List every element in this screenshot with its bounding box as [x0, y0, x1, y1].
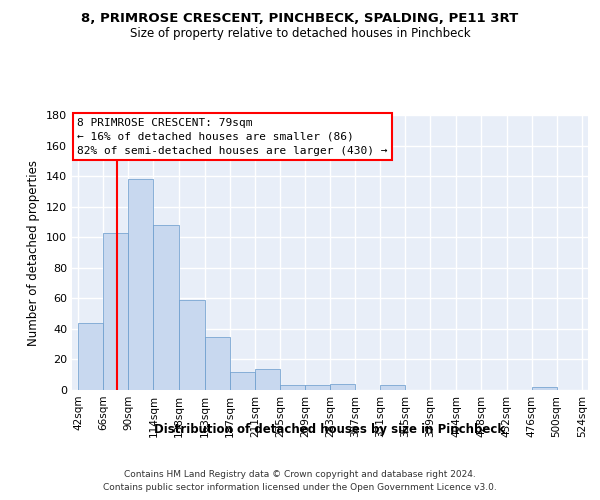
Text: 8 PRIMROSE CRESCENT: 79sqm
← 16% of detached houses are smaller (86)
82% of semi: 8 PRIMROSE CRESCENT: 79sqm ← 16% of deta… — [77, 118, 388, 156]
Y-axis label: Number of detached properties: Number of detached properties — [28, 160, 40, 346]
Bar — [205, 336, 230, 390]
Bar — [255, 368, 280, 390]
Bar — [280, 386, 305, 390]
Bar — [230, 372, 255, 390]
Bar — [305, 386, 330, 390]
Bar — [380, 386, 405, 390]
Bar — [103, 232, 128, 390]
Text: Size of property relative to detached houses in Pinchbeck: Size of property relative to detached ho… — [130, 28, 470, 40]
Text: Distribution of detached houses by size in Pinchbeck: Distribution of detached houses by size … — [154, 422, 506, 436]
Bar — [154, 225, 179, 390]
Bar — [532, 387, 557, 390]
Bar — [78, 323, 103, 390]
Text: Contains HM Land Registry data © Crown copyright and database right 2024.: Contains HM Land Registry data © Crown c… — [124, 470, 476, 479]
Text: Contains public sector information licensed under the Open Government Licence v3: Contains public sector information licen… — [103, 482, 497, 492]
Bar — [128, 179, 154, 390]
Bar — [179, 300, 205, 390]
Text: 8, PRIMROSE CRESCENT, PINCHBECK, SPALDING, PE11 3RT: 8, PRIMROSE CRESCENT, PINCHBECK, SPALDIN… — [82, 12, 518, 26]
Bar — [330, 384, 355, 390]
